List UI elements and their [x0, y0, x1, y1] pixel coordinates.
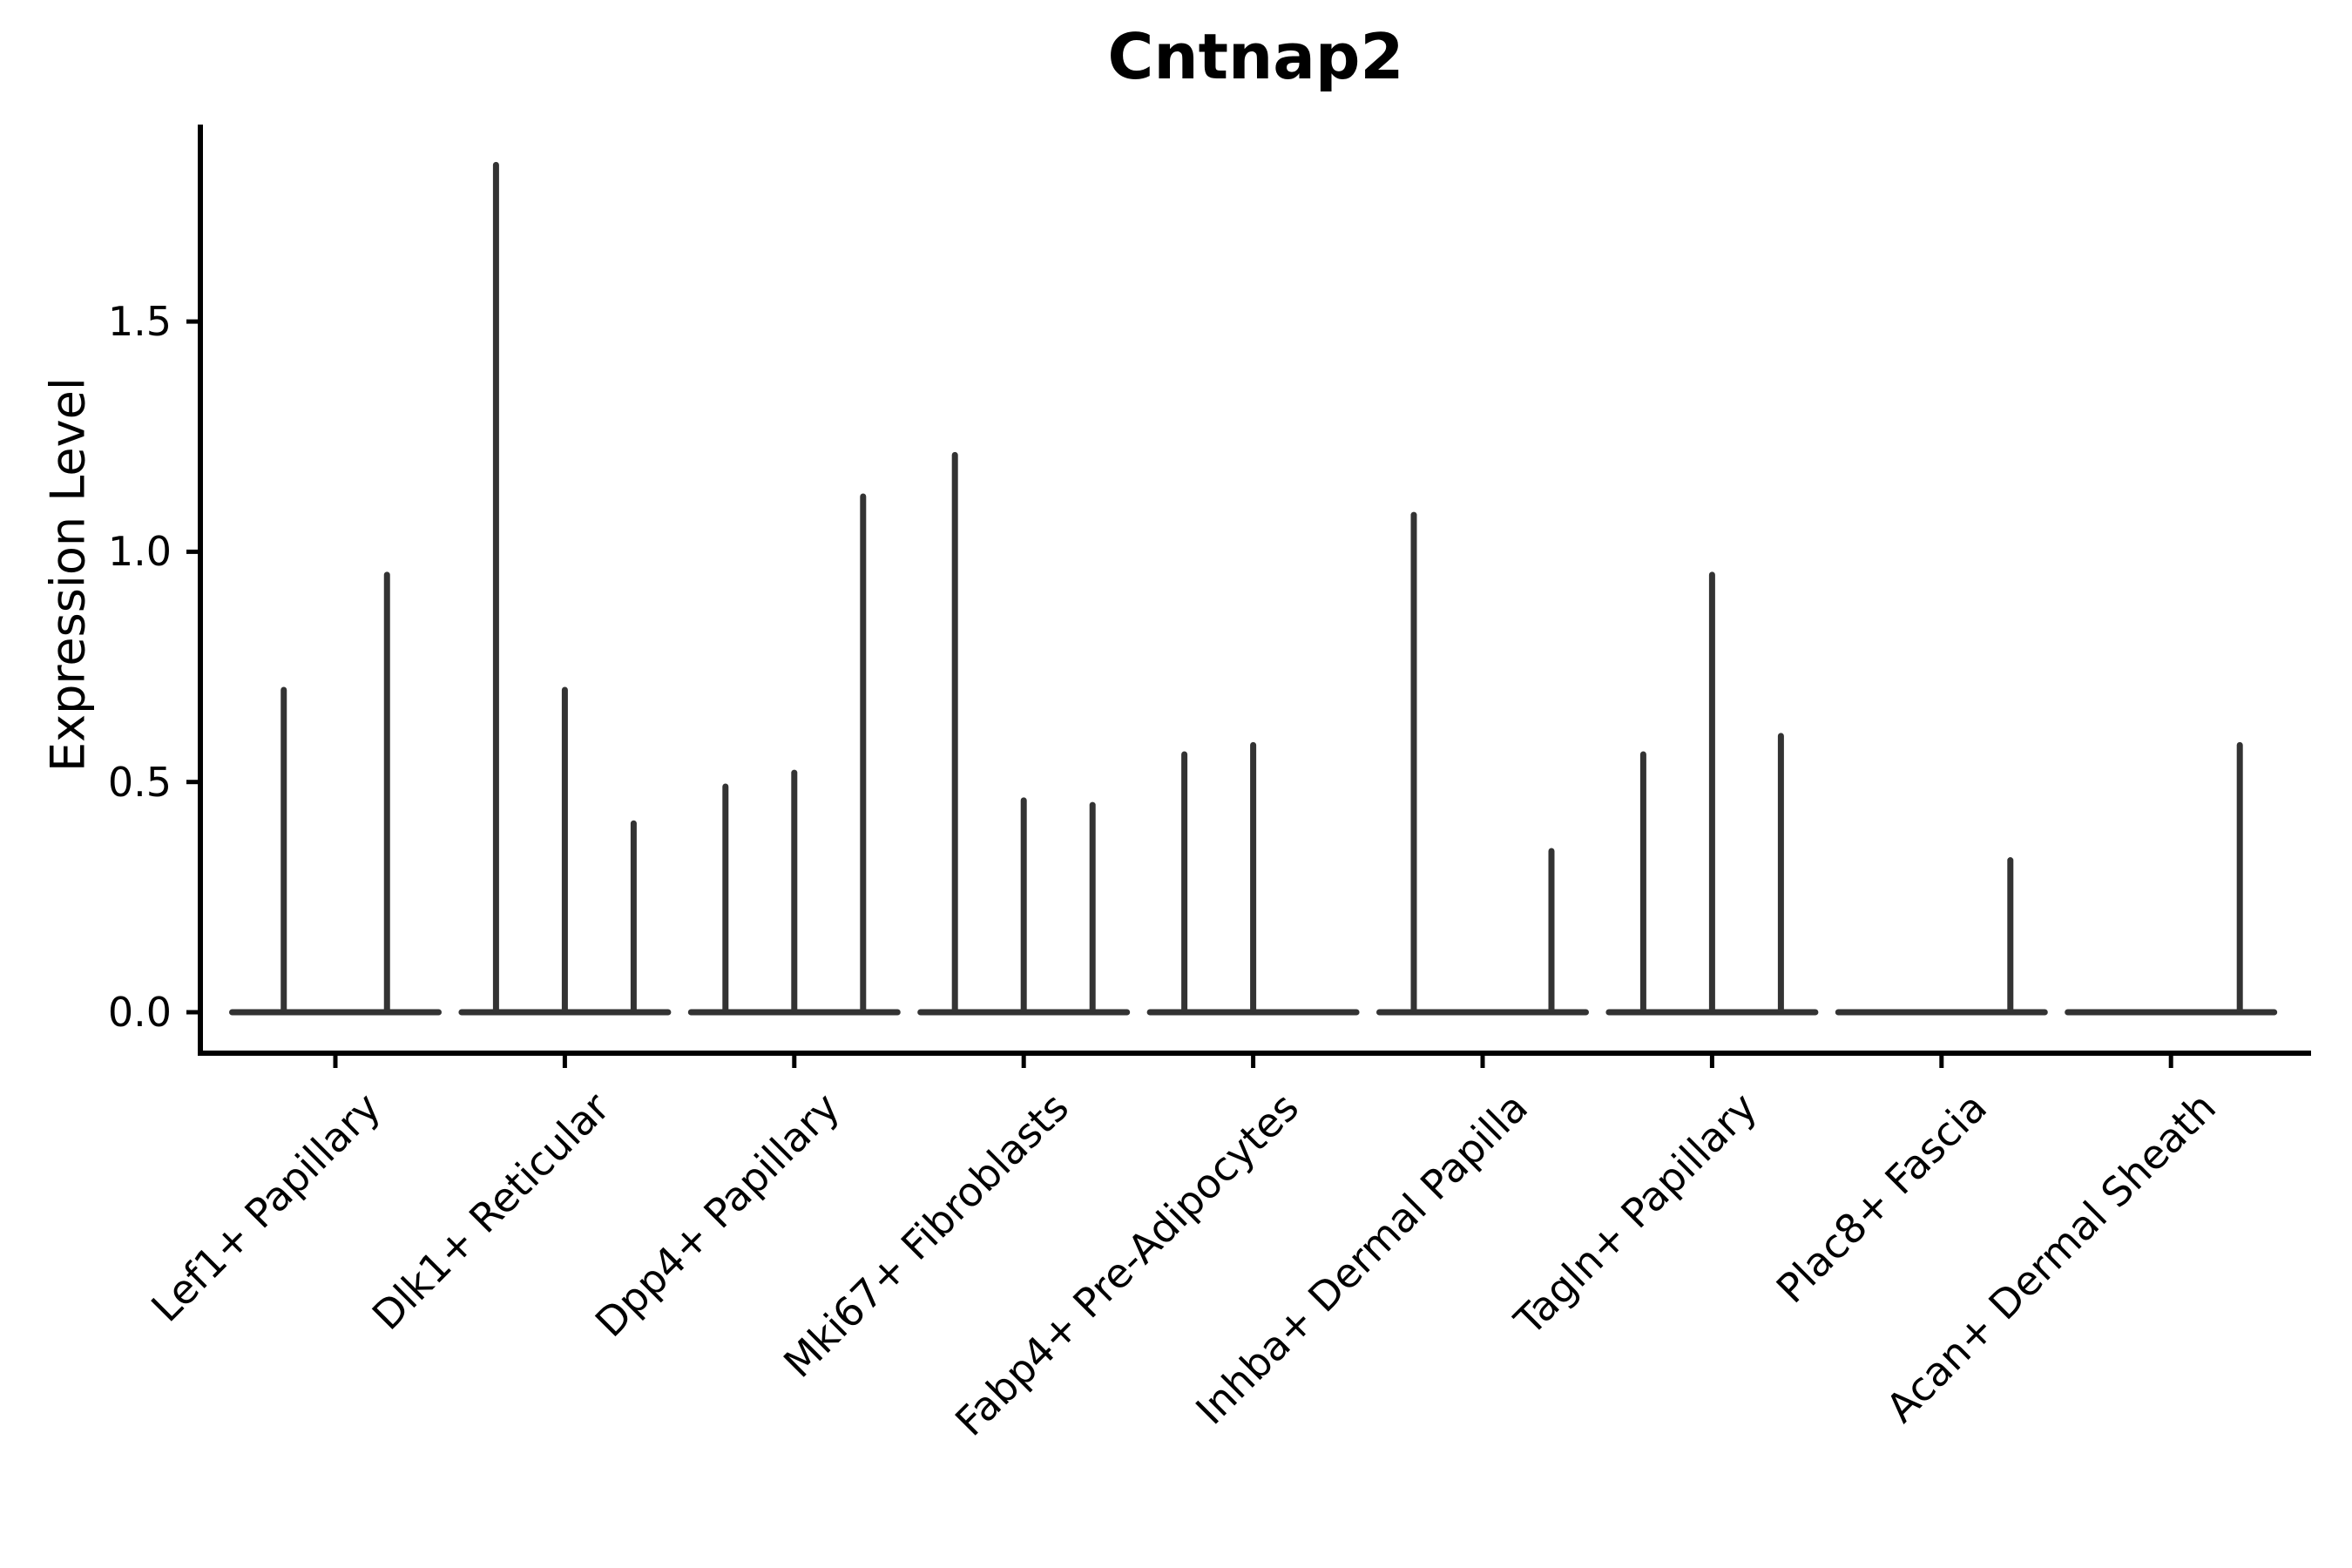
- chart-title: Cntnap2: [1107, 20, 1404, 93]
- axes-layer: [186, 125, 2311, 1068]
- y-tick-label: 1.5: [107, 298, 172, 346]
- y-tick-label: 1.0: [107, 528, 172, 576]
- violin-layer: [229, 161, 2278, 1016]
- y-tick-label: 0.5: [107, 758, 172, 806]
- y-tick-label: 0.0: [107, 989, 172, 1036]
